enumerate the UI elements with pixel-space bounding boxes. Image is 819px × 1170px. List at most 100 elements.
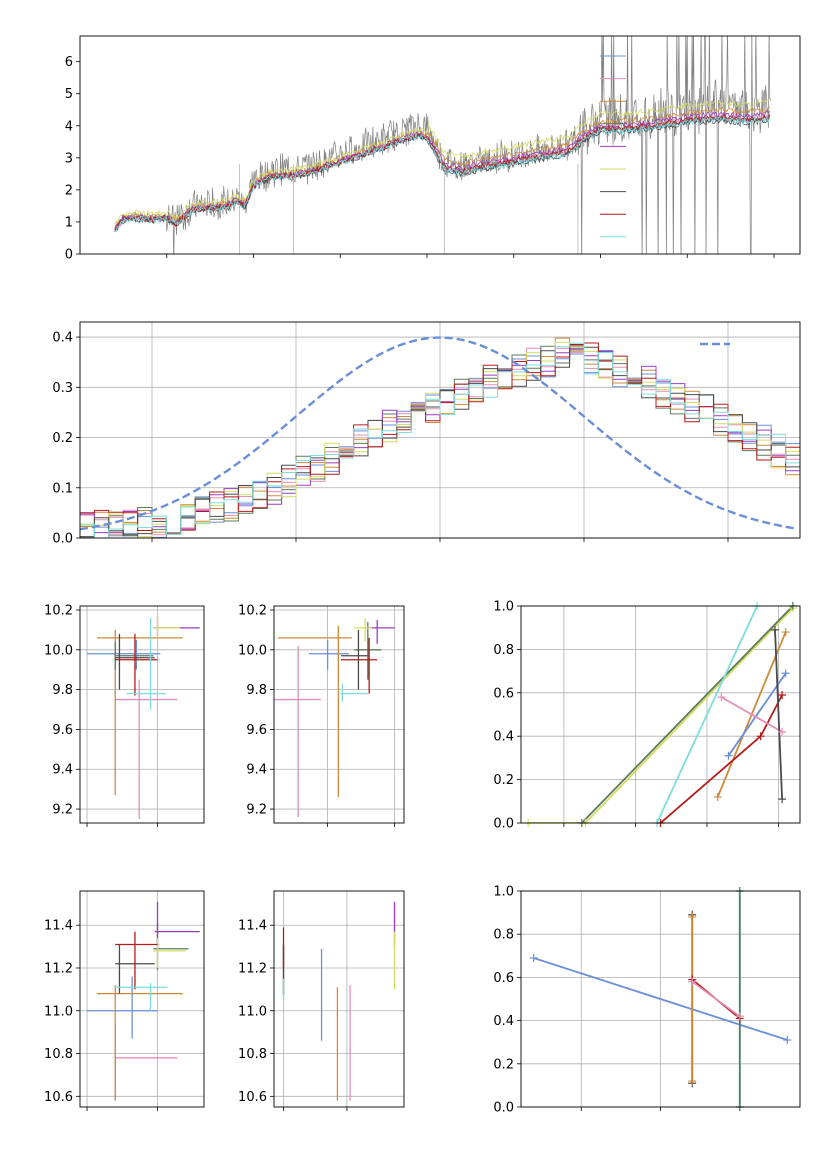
axes-frame [79, 605, 205, 824]
plus-marker-salpeter_stelib [778, 690, 787, 699]
y-tick-label: 3 [65, 151, 73, 166]
plus-marker-kroupa_miles [781, 628, 790, 637]
model-line-kroupa_miles [114, 106, 770, 229]
axes-frame [273, 890, 405, 1108]
plus-marker-salpeter_stelib [756, 732, 765, 741]
weight-line-salpeter_miles [691, 980, 741, 1018]
y-tick-label: 10.8 [238, 1047, 267, 1062]
y-tick-label: 0.2 [493, 773, 514, 788]
y-tick-label: 9.4 [52, 763, 73, 778]
model-line-kroupa_stelib [114, 116, 771, 232]
plot-content [87, 615, 200, 820]
y-tick-label: 10.2 [44, 603, 73, 618]
plus-marker-chabrier_stelib [770, 625, 779, 634]
y-tick-label: 11.4 [238, 919, 267, 934]
axes-weight-vs-age: 0.0 0.2 0.4 0.6 0.8 1.0 [493, 600, 801, 832]
plus-marker-salpeter_miles [688, 977, 697, 986]
y-tick-label: 10.6 [44, 1090, 73, 1105]
axes-frame [79, 890, 205, 1108]
axes-frame [79, 35, 801, 255]
plus-marker-salpeter_miles [717, 693, 726, 702]
model-line-salpeter_elodie [114, 110, 771, 230]
weight-line-chabrier_miles [727, 672, 787, 757]
y-tick-label: 11.0 [238, 1004, 267, 1019]
y-tick-label: 0.2 [493, 1057, 514, 1072]
y-tick-label: 2 [65, 183, 73, 198]
plot-area [274, 606, 404, 823]
weight-line-kroupa_stelib [656, 606, 758, 823]
axes-frame [520, 890, 801, 1108]
axes-weight-vs-z: 0.0 0.2 0.4 0.6 0.8 1.0 [493, 885, 801, 1116]
plus-marker-salpeter_miles [735, 1012, 744, 1021]
y-tick-label: 9.2 [52, 803, 73, 818]
y-tick-label: 0.0 [493, 817, 514, 832]
weight-line-chabrier_miles [533, 957, 788, 1041]
plus-marker-chabrier_miles [724, 751, 733, 760]
y-tick-label: 1.0 [493, 885, 514, 900]
y-tick-label: 10.2 [238, 603, 267, 618]
y-tick-label: 11.0 [44, 1004, 73, 1019]
plus-marker-chabrier_miles [529, 953, 538, 962]
y-tick-label: 9.6 [52, 723, 73, 738]
axes-frame [273, 605, 405, 824]
model-line-kroupa_elodie [114, 99, 770, 225]
histogram-kroupa_stelib [80, 342, 800, 538]
y-tick-label: 11.2 [238, 961, 267, 976]
axes-mass-vs-z: 10.6 10.8 11.0 11.2 11.4 [44, 890, 205, 1111]
y-tick-label: 0.2 [52, 431, 73, 446]
y-tick-label: 9.6 [246, 723, 267, 738]
y-tick-label: 11.4 [44, 919, 73, 934]
y-tick-label: 9.4 [246, 763, 267, 778]
plus-marker-chabrier_miles [783, 1036, 792, 1045]
plot-content [114, 36, 771, 254]
weight-line-salpeter_miles [720, 696, 783, 733]
axes-frame [520, 605, 801, 824]
axes-age-vs-z: 9.2 9.4 9.6 9.8 10.0 10.2 [44, 603, 205, 827]
y-tick-label: 10.0 [44, 643, 73, 658]
y-tick-label: 0.4 [52, 331, 73, 346]
y-tick-label: 6 [65, 55, 73, 70]
plus-marker-chabrier_miles [781, 669, 790, 678]
y-tick-label: 9.2 [246, 803, 267, 818]
axes-frame [79, 321, 801, 539]
y-tick-label: 4 [65, 119, 73, 134]
plot-area [274, 891, 404, 1107]
axes-residuals: 0.0 0.1 0.2 0.3 0.4 [52, 321, 801, 547]
y-tick-label: 1 [65, 215, 73, 230]
y-tick-label: 0.3 [52, 381, 73, 396]
y-tick-label: 10.6 [238, 1090, 267, 1105]
y-tick-label: 0.4 [493, 730, 514, 745]
plot-content [274, 617, 395, 818]
y-tick-label: 10.8 [44, 1047, 73, 1062]
axes-age-vs-mass: 9.2 9.4 9.6 9.8 10.0 10.2 [238, 603, 405, 827]
plus-marker-salpeter_miles [778, 727, 787, 736]
plot-area [80, 891, 204, 1107]
y-tick-label: 5 [65, 87, 73, 102]
y-tick-label: 9.8 [52, 683, 73, 698]
y-tick-label: 0.8 [493, 643, 514, 658]
y-tick-label: 0 [65, 248, 73, 263]
plot-content [533, 891, 788, 1107]
axes-spectrum: 0 1 2 3 4 5 6 [65, 35, 801, 263]
plot-area [80, 606, 204, 823]
plus-marker-kroupa_miles [688, 912, 697, 921]
y-tick-label: 10.0 [238, 643, 267, 658]
y-tick-label: 0.8 [493, 928, 514, 943]
y-tick-label: 9.8 [246, 683, 267, 698]
plot-content [80, 336, 800, 538]
plot-content [282, 901, 396, 1101]
plus-marker-kroupa_miles [713, 792, 722, 801]
plus-marker-chabrier_stelib [778, 795, 787, 804]
normal-distribution-line [80, 336, 798, 531]
weight-line-chabrier_elodie [581, 606, 794, 823]
y-tick-label: 0.0 [493, 1101, 514, 1116]
plus-marker-kroupa_miles [688, 1077, 697, 1086]
plot-content [528, 606, 794, 823]
axes-mass-vs-ebv: 10.6 10.8 11.0 11.2 11.4 [238, 890, 405, 1111]
plot-content [87, 901, 200, 1101]
y-tick-label: 0.1 [52, 481, 73, 496]
y-tick-label: 0.6 [493, 686, 514, 701]
y-tick-label: 0.0 [52, 532, 73, 547]
y-tick-label: 0.4 [493, 1014, 514, 1029]
